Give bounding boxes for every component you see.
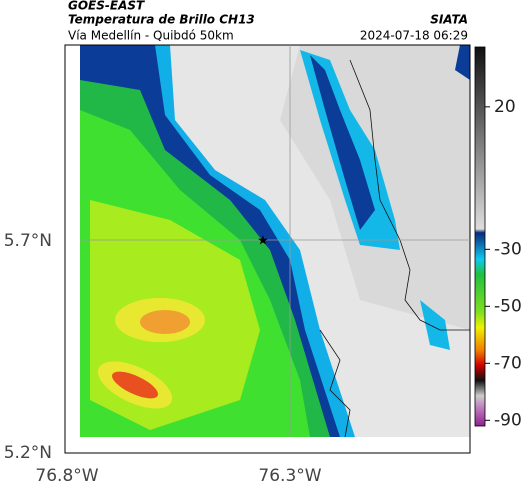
source: GOES-EAST bbox=[68, 0, 145, 13]
title: Temperatura de Brillo CH13 bbox=[68, 13, 255, 27]
satellite-image bbox=[80, 45, 470, 437]
colorbar-tick-label: -50 bbox=[494, 296, 522, 316]
map-frame bbox=[64, 44, 471, 454]
datetime: 2024-07-18 06:29 bbox=[360, 29, 468, 43]
colorbar-tick-label: 20 bbox=[494, 97, 516, 117]
org: SIATA bbox=[430, 13, 468, 27]
location-star: ★ bbox=[257, 234, 269, 249]
lat-label: 5.7°N bbox=[4, 231, 52, 251]
colorbar-tick-label: -70 bbox=[494, 353, 522, 373]
lat-label: 5.2°N bbox=[4, 443, 52, 463]
colorbar-tick-label: -30 bbox=[494, 239, 522, 259]
colorbar-tick-label: -90 bbox=[494, 410, 522, 430]
lon-label: 76.8°W bbox=[35, 466, 98, 486]
colorbar-ticks: 20 -30 -50 -70 -90 bbox=[485, 97, 522, 430]
lon-label: 76.3°W bbox=[258, 466, 321, 486]
subtitle: Vía Medellín - Quibdó 50km bbox=[68, 29, 234, 43]
colorbar bbox=[474, 46, 486, 427]
